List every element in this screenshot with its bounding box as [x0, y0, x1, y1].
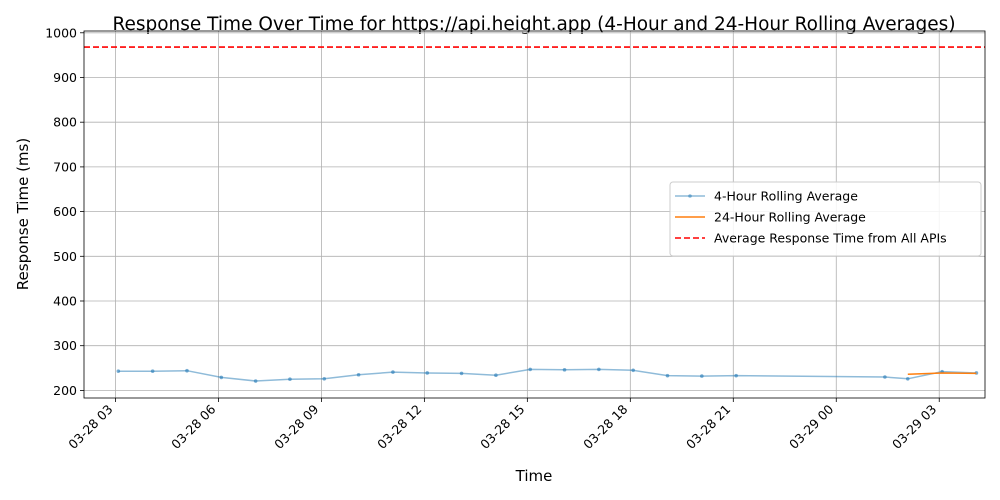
series-layer	[116, 367, 979, 383]
data-point-4h	[528, 367, 533, 372]
legend-label-reference: Average Response Time from All APIs	[714, 231, 947, 246]
data-point-4h	[116, 369, 121, 373]
legend-marker-4h	[688, 194, 692, 198]
y-tick-label: 900	[53, 70, 77, 85]
y-tick-label: 1000	[45, 25, 77, 40]
data-point-4h	[905, 376, 910, 381]
data-point-4h	[219, 375, 224, 380]
y-tick-label: 500	[53, 249, 77, 264]
y-tick-label: 300	[53, 338, 77, 353]
legend-label-24h: 24-Hour Rolling Average	[714, 210, 866, 225]
data-point-4h	[391, 370, 395, 374]
y-tick-label: 700	[53, 159, 77, 174]
legend: 4-Hour Rolling Average 24-Hour Rolling A…	[669, 181, 982, 257]
y-axis-ticks: 200 300 400 500 600 700 800 900 1000	[45, 25, 84, 398]
y-tick-label: 600	[53, 204, 77, 219]
legend-box	[669, 181, 982, 257]
data-point-4h	[597, 367, 601, 372]
y-tick-label: 400	[53, 293, 77, 308]
data-point-4h	[631, 368, 635, 373]
data-point-4h	[494, 373, 498, 378]
legend-label-4h: 4-Hour Rolling Average	[714, 189, 858, 204]
data-point-4h	[459, 371, 464, 376]
data-point-4h	[150, 369, 155, 373]
y-tick-label: 800	[53, 115, 77, 130]
data-point-4h	[700, 374, 704, 378]
grid-lines	[84, 31, 985, 398]
y-tick-label: 200	[53, 383, 77, 398]
data-point-4h	[356, 372, 361, 377]
data-point-4h	[883, 375, 887, 379]
y-axis-label: Response Time (ms)	[14, 138, 32, 290]
x-axis-label: Time	[515, 467, 553, 485]
data-point-4h	[734, 373, 738, 378]
data-point-4h	[562, 368, 567, 372]
series-line-24h	[907, 372, 977, 376]
data-point-4h	[288, 377, 292, 382]
plot-frame	[83, 30, 986, 399]
data-point-4h	[253, 379, 258, 383]
data-point-4h	[665, 373, 670, 378]
data-point-4h	[322, 376, 327, 381]
chart-title: Response Time Over Time for https://api.…	[112, 14, 955, 35]
data-point-4h	[425, 371, 430, 375]
data-point-4h	[185, 368, 189, 373]
